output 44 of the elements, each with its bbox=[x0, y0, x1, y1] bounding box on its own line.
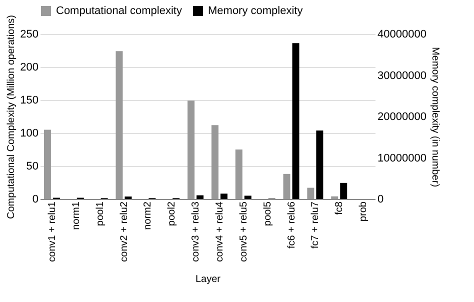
bar bbox=[116, 51, 123, 199]
bar bbox=[340, 182, 348, 199]
y-tick-label: 150 bbox=[20, 94, 38, 106]
bar bbox=[188, 100, 195, 199]
bar bbox=[307, 188, 314, 199]
x-tick-label: fc6 + relu6 bbox=[286, 201, 298, 248]
x-tick-label: pool1 bbox=[94, 201, 106, 226]
x-tick-label: conv5 + relu5 bbox=[238, 201, 250, 262]
y2-tick-label: 20000000 bbox=[378, 111, 426, 123]
x-tick-label: prob bbox=[358, 201, 370, 222]
bar bbox=[316, 130, 324, 199]
x-tick-label: pool2 bbox=[166, 201, 178, 226]
x-tick-label: conv3 + relu3 bbox=[190, 201, 202, 262]
y-tick-label: 200 bbox=[20, 62, 38, 74]
x-axis-title: Layer bbox=[195, 274, 222, 285]
y-tick-label: 50 bbox=[26, 160, 38, 172]
bar bbox=[292, 43, 300, 199]
legend-label: Computational complexity bbox=[56, 5, 182, 17]
bar bbox=[44, 130, 51, 199]
y2-tick-label: 30000000 bbox=[378, 70, 426, 82]
x-tick-label: norm1 bbox=[70, 201, 82, 230]
y2-tick-label: 0 bbox=[378, 194, 384, 206]
y2-axis-title: Memory complexity (in number) bbox=[429, 46, 440, 188]
x-tick-label: conv2 + relu2 bbox=[118, 201, 130, 262]
x-tick-label: norm2 bbox=[142, 201, 154, 230]
x-tick-label: conv4 + relu4 bbox=[214, 201, 226, 262]
bar bbox=[196, 195, 204, 199]
y-axis-title: Computational Complexity (Million operations) bbox=[6, 15, 18, 219]
y-tick-label: 250 bbox=[20, 28, 38, 40]
x-tick-label: fc7 + relu7 bbox=[310, 201, 322, 248]
legend-label: Memory complexity bbox=[208, 5, 304, 17]
x-tick-label: conv1 + relu1 bbox=[46, 201, 58, 262]
bar bbox=[211, 125, 218, 199]
y-tick-label: 100 bbox=[20, 128, 38, 140]
y2-tick-label: 10000000 bbox=[378, 152, 426, 164]
x-tick-label: fc8 bbox=[334, 201, 346, 215]
bar bbox=[244, 196, 252, 199]
bar bbox=[283, 174, 290, 199]
bar bbox=[235, 150, 242, 199]
y-tick-label: 0 bbox=[32, 194, 38, 206]
bar bbox=[220, 194, 228, 199]
bar bbox=[331, 196, 338, 199]
y2-tick-label: 40000000 bbox=[378, 28, 426, 40]
x-tick-label: pool5 bbox=[262, 201, 274, 226]
